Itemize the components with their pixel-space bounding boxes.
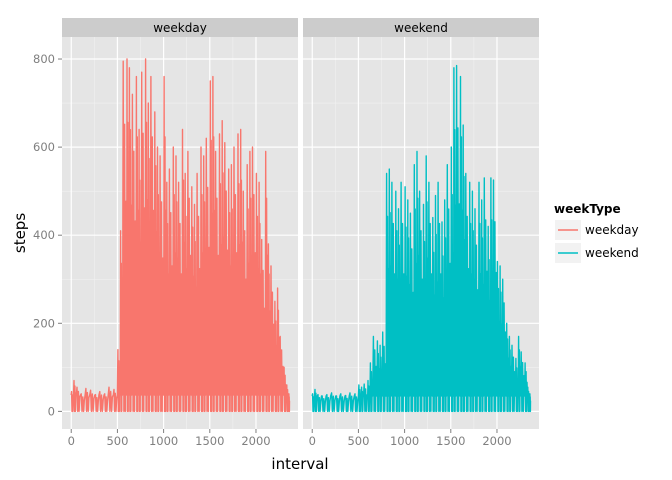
- axis-ticks: 0 500 1000 1500 2000 0 500 1000 1500 2000 0 200 400 6…: [33, 52, 512, 448]
- y-tick-label: 800: [33, 52, 55, 66]
- legend-label-weekday: weekday: [585, 223, 639, 237]
- x-tick-label: 500: [347, 434, 369, 448]
- series-line-weekday: [70, 58, 291, 413]
- series-lines: [70, 58, 532, 413]
- y-axis-title: steps: [11, 213, 29, 253]
- legend-label-weekend: weekend: [585, 246, 639, 260]
- x-tick-label: 1000: [390, 434, 419, 448]
- x-axis-title: interval: [271, 455, 328, 473]
- y-tick-label: 0: [48, 404, 55, 418]
- x-tick-label: 2000: [482, 434, 511, 448]
- legend-title: weekType: [554, 202, 621, 216]
- x-tick-label: 2000: [241, 434, 270, 448]
- legend: weekType weekday weekend: [554, 202, 639, 263]
- strip-weekend: [303, 18, 539, 37]
- x-tick-label: 500: [106, 434, 128, 448]
- strip-label-weekend: weekend: [394, 21, 448, 35]
- y-tick-label: 200: [33, 316, 55, 330]
- x-tick-label: 1500: [436, 434, 465, 448]
- x-tick-label: 1000: [149, 434, 178, 448]
- strip-label-weekday: weekday: [153, 21, 207, 35]
- strip-weekday: [62, 18, 298, 37]
- y-tick-label: 400: [33, 228, 55, 242]
- x-tick-label: 0: [309, 434, 316, 448]
- x-tick-label: 1500: [195, 434, 224, 448]
- series-line-weekend: [311, 64, 532, 413]
- x-tick-label: 0: [68, 434, 75, 448]
- y-tick-label: 600: [33, 140, 55, 154]
